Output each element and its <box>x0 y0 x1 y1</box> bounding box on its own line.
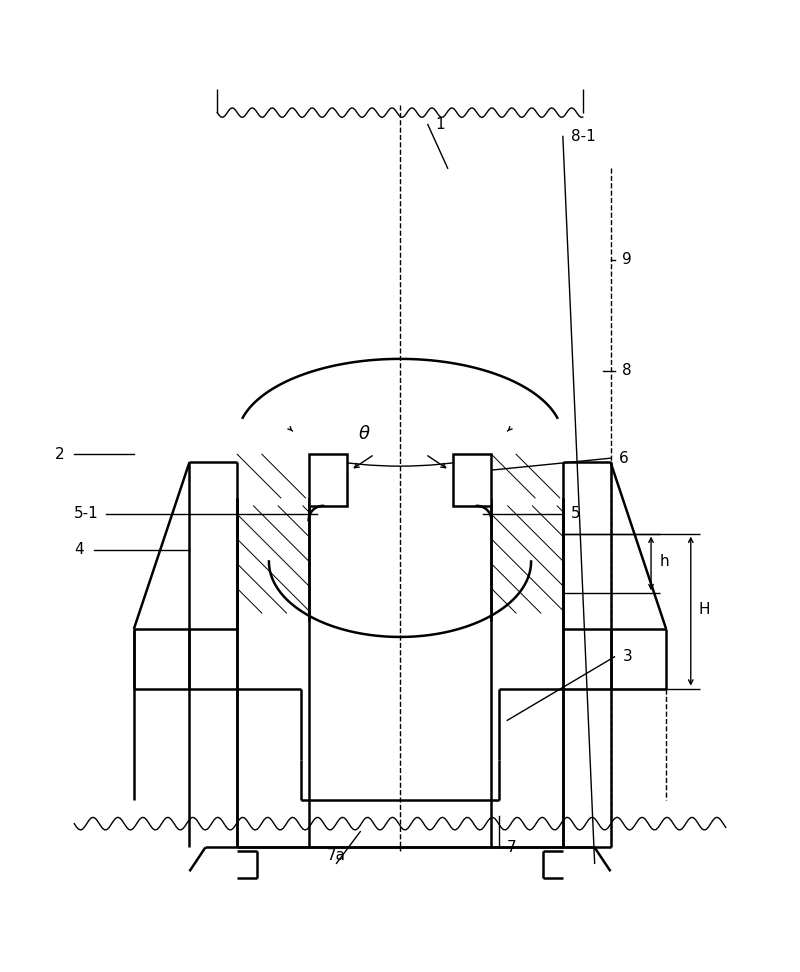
Text: 1: 1 <box>436 117 446 132</box>
Text: 4: 4 <box>74 542 84 557</box>
Text: 6: 6 <box>618 451 628 466</box>
Text: 5-1: 5-1 <box>74 506 99 521</box>
Text: 8: 8 <box>622 364 632 378</box>
Text: 9: 9 <box>622 252 632 267</box>
Text: 7: 7 <box>507 840 517 855</box>
Text: 5: 5 <box>571 506 581 521</box>
Text: 2: 2 <box>54 447 64 462</box>
Text: 3: 3 <box>622 649 632 664</box>
Bar <box>309 454 346 505</box>
Text: 8-1: 8-1 <box>571 129 595 144</box>
Text: 7a: 7a <box>327 848 346 863</box>
Text: θ: θ <box>358 426 370 443</box>
Text: h: h <box>660 554 670 569</box>
Bar <box>454 454 491 505</box>
Text: H: H <box>698 602 710 616</box>
